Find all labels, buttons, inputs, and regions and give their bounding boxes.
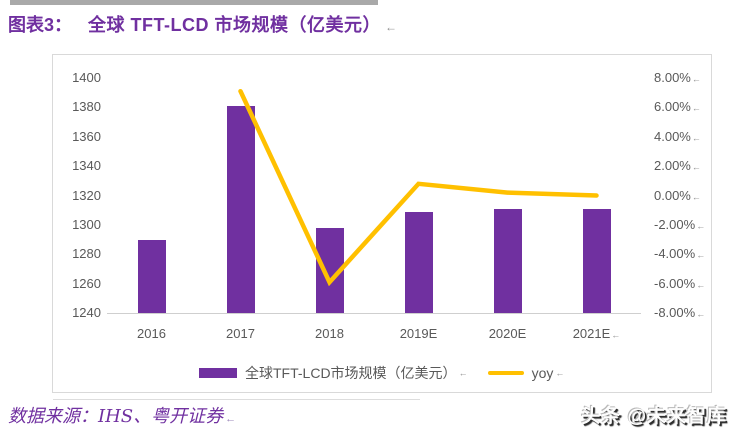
- y-axis-tick-value: 4.00%: [654, 128, 691, 144]
- figure-title: 图表3： 全球 TFT-LCD 市场规模（亿美元） ←: [8, 11, 397, 37]
- y-axis-tick-right: 6.00%←: [654, 99, 712, 116]
- x-axis-label-text: 2020E: [488, 326, 527, 341]
- y-axis-tick-left: 1400: [72, 70, 101, 85]
- return-mark-icon: ←: [691, 74, 701, 84]
- y-axis-tick-value: -4.00%: [654, 246, 696, 262]
- return-mark-icon: ←: [696, 250, 706, 261]
- y-axis-tick-left: 1260: [72, 275, 101, 291]
- bar-2017: [226, 105, 255, 313]
- top-edge-strip: [10, 0, 378, 5]
- x-axis-label-2021E: 2021E←: [552, 326, 641, 341]
- x-axis-label-text: 2019E: [399, 326, 438, 341]
- bar-2018: [315, 227, 344, 313]
- bar-2021E: [582, 208, 611, 313]
- return-mark-icon: ←: [691, 132, 701, 143]
- y-axis-tick-left: 1380: [72, 99, 101, 115]
- legend-line-label: yoy: [531, 365, 554, 381]
- y-axis-tick-right: 4.00%←: [654, 129, 712, 146]
- y-axis-tick-value: -8.00%: [654, 305, 696, 320]
- y-axis-tick-right: -8.00%←: [654, 305, 712, 322]
- bar-2016: [137, 239, 166, 313]
- y-axis-tick-right: -4.00%←: [654, 246, 712, 263]
- y-axis-tick-value: -2.00%: [654, 216, 696, 232]
- y-axis-tick-right: 0.00%←: [654, 188, 712, 205]
- return-mark-icon: ←: [225, 413, 237, 425]
- x-axis-label-text: 2017: [226, 326, 255, 341]
- return-mark-icon: ←: [691, 103, 701, 114]
- data-source: 数据来源：IHS、粤开证券 ←: [8, 402, 236, 428]
- return-mark-icon: ←: [691, 191, 701, 202]
- legend-line-swatch: [487, 371, 524, 375]
- legend: 全球TFT-LCD市场规模（亿美元） ← yoy ←: [199, 363, 564, 383]
- figure-title-text: 全球 TFT-LCD 市场规模（亿美元）: [88, 15, 381, 35]
- legend-bar-label: 全球TFT-LCD市场规模（亿美元）: [245, 365, 457, 381]
- y-axis-tick-left: 1320: [72, 187, 101, 203]
- y-axis-tick-right: -6.00%←: [654, 276, 712, 293]
- y-axis-tick-value: 8.00%: [654, 70, 691, 85]
- x-axis-label-2018: 2018: [285, 326, 374, 341]
- yoy-line-layer: [238, 88, 599, 287]
- y-axis-tick-right: 2.00%←: [654, 158, 712, 175]
- y-axis-tick-left: 1340: [72, 158, 101, 174]
- y-axis-tick-value: 6.00%: [654, 99, 691, 115]
- x-axis-label-2016: 2016: [107, 326, 196, 341]
- y-axis-tick-left: 1300: [72, 216, 101, 232]
- legend-bar-swatch: [199, 368, 237, 378]
- x-axis-label-text: 2018: [315, 326, 344, 341]
- chart-area: 1400 1380 1360 1340 1320 1300 1280 1260 1240 8.0…: [52, 54, 712, 393]
- bar-2020E: [493, 208, 522, 313]
- return-mark-icon: ←: [611, 330, 621, 340]
- bar-2019E: [404, 211, 433, 313]
- y-axis-tick-right: -2.00%←: [654, 217, 712, 234]
- y-axis-tick-left: 1240: [72, 305, 101, 320]
- return-mark-icon: ←: [696, 220, 706, 231]
- watermark: 头条 @未来智库: [581, 406, 727, 427]
- return-mark-icon: ←: [696, 279, 706, 290]
- x-axis-label-2017: 2017: [196, 326, 285, 341]
- figure-number-label: 图表3：: [8, 15, 73, 35]
- return-mark-icon: ←: [691, 162, 701, 173]
- x-axis-label-text: 2021E: [572, 326, 611, 341]
- data-source-text: 数据来源：IHS、粤开证券: [8, 406, 224, 427]
- x-axis-label-text: 2016: [137, 326, 166, 341]
- return-mark-icon: ←: [458, 368, 468, 378]
- y-axis-tick-value: 2.00%: [654, 158, 691, 174]
- x-axis-label-2019E: 2019E: [374, 326, 463, 341]
- y-axis-tick-value: -6.00%: [654, 275, 696, 291]
- return-mark-icon: ←: [696, 309, 706, 319]
- x-axis-line: [107, 313, 641, 314]
- return-mark-icon: ←: [385, 20, 397, 34]
- y-axis-tick-right: 8.00%←: [654, 70, 712, 87]
- y-axis-tick-left: 1280: [72, 246, 101, 262]
- return-mark-icon: ←: [555, 368, 565, 378]
- divider-line: [53, 399, 420, 400]
- x-axis-label-2020E: 2020E: [463, 326, 552, 341]
- y-axis-tick-left: 1360: [72, 128, 101, 144]
- y-axis-tick-value: 0.00%: [654, 187, 691, 203]
